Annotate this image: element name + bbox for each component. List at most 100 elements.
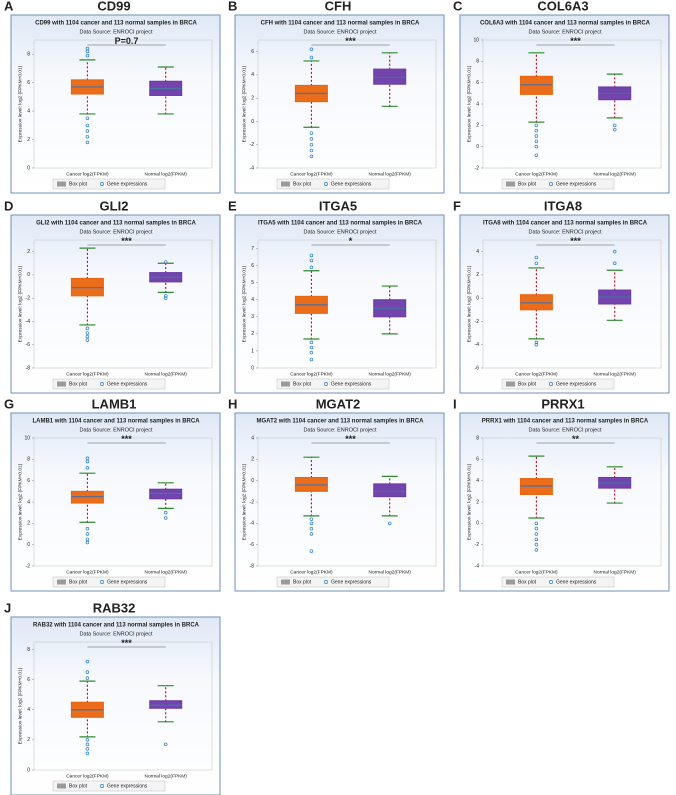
- legend-label: Gene expressions: [331, 181, 372, 187]
- plot-subtitle: Data Source: ENROCI project: [528, 29, 602, 35]
- legend-label: Box plot: [293, 579, 312, 585]
- outlier: [85, 526, 90, 531]
- x-tick-label: Cancer log2(FPKM): [515, 569, 558, 575]
- panel-frame: [459, 14, 670, 194]
- legend-frame: [52, 780, 166, 792]
- legend-label: Gene expressions: [556, 181, 597, 187]
- y-tick-label: 4: [251, 72, 254, 78]
- y-tick-label: 4: [476, 249, 479, 255]
- outlier: [534, 261, 539, 266]
- x-tick-label: Normal log2(FPKM): [594, 371, 637, 377]
- plot-subtitle: Data Source: ENROCI project: [303, 229, 377, 235]
- outlier: [534, 532, 539, 536]
- outlier: [85, 46, 90, 51]
- significance-label: ***: [570, 236, 581, 246]
- panel-letter: H: [228, 396, 237, 411]
- y-tick-label: 1: [251, 348, 254, 354]
- y-tick-label: 2: [27, 737, 30, 743]
- outlier: [309, 137, 314, 141]
- y-tick-label: 8: [27, 647, 30, 653]
- outlier: [612, 123, 617, 128]
- box: [149, 700, 183, 709]
- outlier: [163, 510, 168, 515]
- outlier: [612, 127, 617, 132]
- outlier: [534, 537, 539, 542]
- outlier: [309, 521, 314, 526]
- legend-swatch: [506, 381, 515, 387]
- legend-swatch: [57, 579, 66, 585]
- legend-frame: [501, 378, 615, 390]
- outlier: [309, 350, 314, 355]
- legend-swatch: [57, 783, 66, 789]
- significance-label: ***: [345, 36, 356, 46]
- x-tick-label: Normal log2(FPKM): [369, 171, 412, 177]
- y-tick-label: 0: [251, 478, 254, 484]
- y-tick-label: 8: [27, 457, 30, 463]
- outlier: [309, 142, 314, 147]
- panel-frame: [234, 14, 445, 194]
- y-tick-label: 8: [476, 435, 479, 441]
- y-tick-label: -8: [250, 563, 255, 569]
- panel: I PRRX1 PRRX1 with 1104 cancer and 113 nor…: [453, 396, 670, 592]
- panel-frame: [459, 412, 670, 592]
- panel-letter: G: [4, 396, 14, 411]
- x-tick-label: Normal log2(FPKM): [594, 569, 637, 575]
- outlier: [309, 148, 314, 153]
- y-tick-label: -2: [250, 499, 255, 505]
- y-tick-label: 2: [476, 499, 479, 505]
- plot-area: [33, 39, 213, 169]
- outlier: [85, 532, 90, 536]
- legend-frame: [276, 378, 390, 390]
- significance-label: ***: [121, 638, 132, 648]
- panel-frame: [10, 214, 221, 394]
- y-tick-label: 4: [251, 435, 254, 441]
- outlier: [534, 123, 539, 128]
- significance-label: **: [572, 434, 580, 444]
- plot-subtitle: Data Source: ENROCI project: [528, 427, 602, 433]
- outlier: [534, 134, 539, 138]
- y-tick-label: 4: [27, 108, 30, 114]
- plot-title: COL6A3 with 1104 cancer and 113 normal s…: [480, 21, 651, 27]
- y-tick-label: 0: [476, 296, 479, 302]
- outlier: [85, 134, 90, 139]
- y-tick-label: 0: [251, 119, 254, 125]
- outlier: [309, 258, 314, 263]
- y-tick-label: 10: [24, 435, 30, 441]
- panel-frame: [234, 214, 445, 394]
- legend-marker: [324, 182, 328, 186]
- y-tick-label: 3: [251, 314, 254, 320]
- y-tick-label: -2: [26, 563, 31, 569]
- y-tick-label: -2: [26, 296, 31, 302]
- y-tick-label: 6: [27, 478, 30, 484]
- y-tick-label: -6: [475, 365, 480, 371]
- outlier: [309, 253, 314, 258]
- y-axis-label: Expression level: log2 (FPKM+0.01): [17, 65, 23, 142]
- panel-letter: J: [4, 600, 11, 615]
- outlier: [534, 521, 539, 526]
- y-tick-label: 5: [251, 280, 254, 286]
- gene-title: RAB32: [93, 600, 136, 615]
- panel: E ITGA5 ITGA5 with 1104 cancer and 113 nor…: [228, 198, 445, 394]
- outlier: [85, 659, 90, 664]
- legend-marker: [324, 580, 328, 584]
- y-tick-label: 0: [476, 144, 479, 150]
- legend-label: Gene expressions: [107, 181, 148, 187]
- y-axis-label: Expression level: log2 (FPKM+0.01): [17, 667, 23, 744]
- y-tick-label: 2: [476, 123, 479, 129]
- panel-letter: D: [4, 198, 13, 213]
- outlier: [534, 542, 539, 547]
- legend-frame: [501, 576, 615, 588]
- legend-swatch: [281, 381, 290, 387]
- y-tick-label: 2: [27, 249, 30, 255]
- legend-frame: [501, 178, 615, 190]
- outlier: [85, 334, 90, 339]
- legend-frame: [52, 576, 166, 588]
- panel: J RAB32 RAB32 with 1104 cancer and 113 nor…: [4, 600, 221, 795]
- gene-title: ITGA8: [544, 198, 582, 213]
- y-tick-label: -2: [250, 142, 255, 148]
- y-axis-label: Expression level: log2 (FPKM+0.01): [466, 65, 472, 142]
- legend-swatch: [281, 579, 290, 585]
- legend-swatch: [57, 381, 66, 387]
- outlier: [163, 260, 168, 264]
